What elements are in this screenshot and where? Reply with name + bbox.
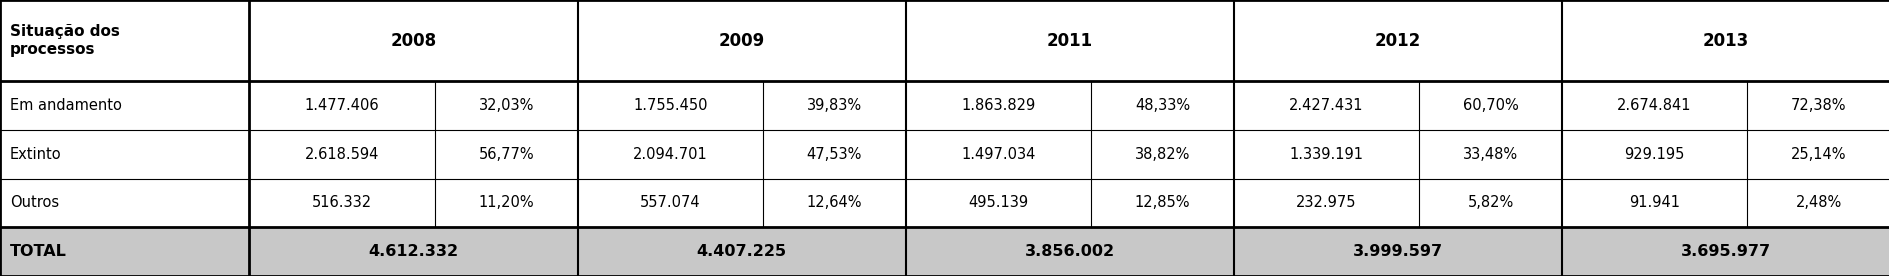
Text: TOTAL: TOTAL	[9, 244, 66, 259]
Text: 25,14%: 25,14%	[1791, 147, 1846, 162]
Text: 32,03%: 32,03%	[478, 98, 533, 113]
Text: 12,64%: 12,64%	[807, 195, 861, 210]
Text: Em andamento: Em andamento	[9, 98, 121, 113]
Text: 12,85%: 12,85%	[1133, 195, 1190, 210]
Text: 33,48%: 33,48%	[1462, 147, 1517, 162]
Text: 1.339.191: 1.339.191	[1288, 147, 1362, 162]
Text: 91.941: 91.941	[1628, 195, 1679, 210]
Text: 2009: 2009	[718, 31, 765, 50]
Text: 56,77%: 56,77%	[478, 147, 535, 162]
Text: 1.497.034: 1.497.034	[962, 147, 1035, 162]
Text: 3.856.002: 3.856.002	[1024, 244, 1115, 259]
Text: 38,82%: 38,82%	[1133, 147, 1190, 162]
Text: 3.999.597: 3.999.597	[1353, 244, 1441, 259]
Text: 48,33%: 48,33%	[1133, 98, 1190, 113]
Text: 516.332: 516.332	[312, 195, 372, 210]
Text: 929.195: 929.195	[1623, 147, 1683, 162]
Text: 2.674.841: 2.674.841	[1617, 98, 1691, 113]
Text: 3.695.977: 3.695.977	[1679, 244, 1770, 259]
Text: Situação dos
processos: Situação dos processos	[9, 24, 119, 57]
Text: Extinto: Extinto	[9, 147, 62, 162]
Text: 2012: 2012	[1373, 31, 1421, 50]
Text: 2,48%: 2,48%	[1795, 195, 1840, 210]
Text: 2011: 2011	[1047, 31, 1092, 50]
Text: 2008: 2008	[391, 31, 436, 50]
Text: 39,83%: 39,83%	[807, 98, 861, 113]
Bar	[0, 227, 1889, 276]
Text: 557.074: 557.074	[640, 195, 701, 210]
Text: 47,53%: 47,53%	[807, 147, 861, 162]
Text: 2.427.431: 2.427.431	[1288, 98, 1364, 113]
Text: 2.094.701: 2.094.701	[633, 147, 706, 162]
Text: 5,82%: 5,82%	[1466, 195, 1513, 210]
Text: Outros: Outros	[9, 195, 59, 210]
Text: 11,20%: 11,20%	[478, 195, 535, 210]
Text: 1.477.406: 1.477.406	[304, 98, 380, 113]
Text: 1.755.450: 1.755.450	[633, 98, 706, 113]
Text: 4.407.225: 4.407.225	[697, 244, 786, 259]
Text: 2013: 2013	[1702, 31, 1747, 50]
Text: 495.139: 495.139	[967, 195, 1028, 210]
Text: 1.863.829: 1.863.829	[962, 98, 1035, 113]
Text: 232.975: 232.975	[1296, 195, 1356, 210]
Text: 4.612.332: 4.612.332	[368, 244, 459, 259]
Text: 72,38%: 72,38%	[1791, 98, 1846, 113]
Text: 2.618.594: 2.618.594	[304, 147, 380, 162]
Text: 60,70%: 60,70%	[1462, 98, 1517, 113]
